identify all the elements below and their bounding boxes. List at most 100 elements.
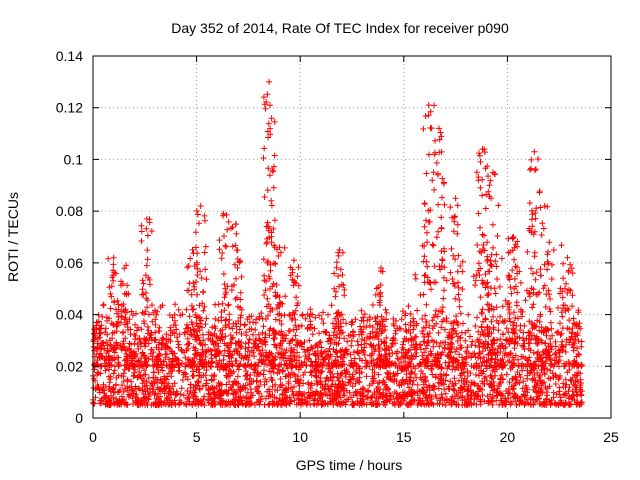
data-point xyxy=(496,283,503,290)
data-point xyxy=(205,335,212,342)
data-point xyxy=(398,400,404,407)
data-point xyxy=(558,330,565,337)
data-point xyxy=(493,366,500,373)
data-point xyxy=(198,341,204,348)
data-point xyxy=(291,383,297,390)
data-point xyxy=(374,401,381,408)
data-point xyxy=(294,342,301,349)
data-point xyxy=(279,382,286,389)
data-point xyxy=(264,187,271,194)
data-point xyxy=(298,401,304,408)
data-point xyxy=(546,383,553,390)
data-point xyxy=(263,99,270,105)
data-point xyxy=(219,250,226,256)
data-point xyxy=(91,336,98,343)
data-point xyxy=(123,290,130,297)
data-point xyxy=(114,401,121,408)
data-point xyxy=(159,337,166,344)
data-point xyxy=(520,378,527,385)
data-point xyxy=(340,399,347,406)
data-point xyxy=(348,337,355,344)
data-point xyxy=(196,399,202,406)
data-point xyxy=(422,345,429,352)
data-point xyxy=(124,282,131,289)
data-point xyxy=(565,306,572,313)
data-point xyxy=(219,402,226,408)
data-point xyxy=(529,211,536,218)
data-point xyxy=(423,170,430,177)
data-point xyxy=(105,398,112,405)
data-point xyxy=(161,379,168,386)
data-point xyxy=(269,391,276,398)
data-point xyxy=(246,352,253,359)
data-point xyxy=(371,391,378,398)
data-point xyxy=(480,331,487,338)
data-point xyxy=(227,339,234,346)
data-point xyxy=(171,350,178,357)
data-point xyxy=(187,255,194,262)
data-point xyxy=(208,360,214,367)
data-point xyxy=(233,221,239,228)
data-point xyxy=(574,378,581,385)
data-point xyxy=(354,398,361,405)
data-point xyxy=(471,350,478,357)
data-point xyxy=(109,330,116,337)
data-point xyxy=(124,401,131,408)
data-point xyxy=(346,389,353,396)
data-point xyxy=(193,244,199,251)
data-point xyxy=(532,335,539,342)
data-point xyxy=(369,334,376,341)
data-point xyxy=(170,389,177,395)
data-point xyxy=(564,305,571,312)
data-point xyxy=(155,328,162,334)
data-point xyxy=(484,377,490,384)
data-point xyxy=(317,339,324,345)
data-point xyxy=(104,331,111,338)
data-point xyxy=(540,329,547,336)
data-point xyxy=(123,262,130,269)
data-point xyxy=(526,225,532,232)
data-point xyxy=(372,398,379,404)
data-point xyxy=(518,393,525,400)
data-point xyxy=(257,379,264,385)
data-point xyxy=(419,370,426,377)
data-point xyxy=(486,330,493,336)
data-point xyxy=(166,345,173,352)
data-point xyxy=(524,375,531,382)
data-point xyxy=(485,268,492,275)
data-point xyxy=(360,314,366,321)
data-point xyxy=(243,394,250,401)
data-point xyxy=(432,392,439,398)
data-point xyxy=(274,387,281,394)
data-point xyxy=(403,328,410,335)
data-point xyxy=(111,349,118,356)
data-point xyxy=(265,165,272,172)
data-point xyxy=(98,363,105,369)
data-point xyxy=(111,401,118,408)
plot-frame xyxy=(92,55,612,419)
data-point xyxy=(223,401,230,408)
data-point xyxy=(181,400,188,407)
data-point xyxy=(336,327,343,334)
data-point xyxy=(139,286,146,293)
data-point xyxy=(427,280,434,286)
data-point xyxy=(386,347,392,354)
data-point xyxy=(578,392,585,399)
data-point xyxy=(424,229,430,236)
data-point xyxy=(233,329,240,336)
data-point xyxy=(432,279,439,286)
data-point xyxy=(159,367,166,374)
data-point xyxy=(394,348,401,355)
data-point xyxy=(319,385,326,391)
data-point xyxy=(184,341,191,348)
data-point xyxy=(212,315,219,322)
data-point xyxy=(273,395,280,402)
data-point xyxy=(544,392,551,399)
data-point xyxy=(234,264,241,271)
data-point xyxy=(366,322,373,329)
data-point xyxy=(172,301,179,308)
data-point xyxy=(480,242,487,248)
data-point xyxy=(495,327,502,334)
data-point xyxy=(313,359,320,366)
data-point xyxy=(560,275,567,282)
